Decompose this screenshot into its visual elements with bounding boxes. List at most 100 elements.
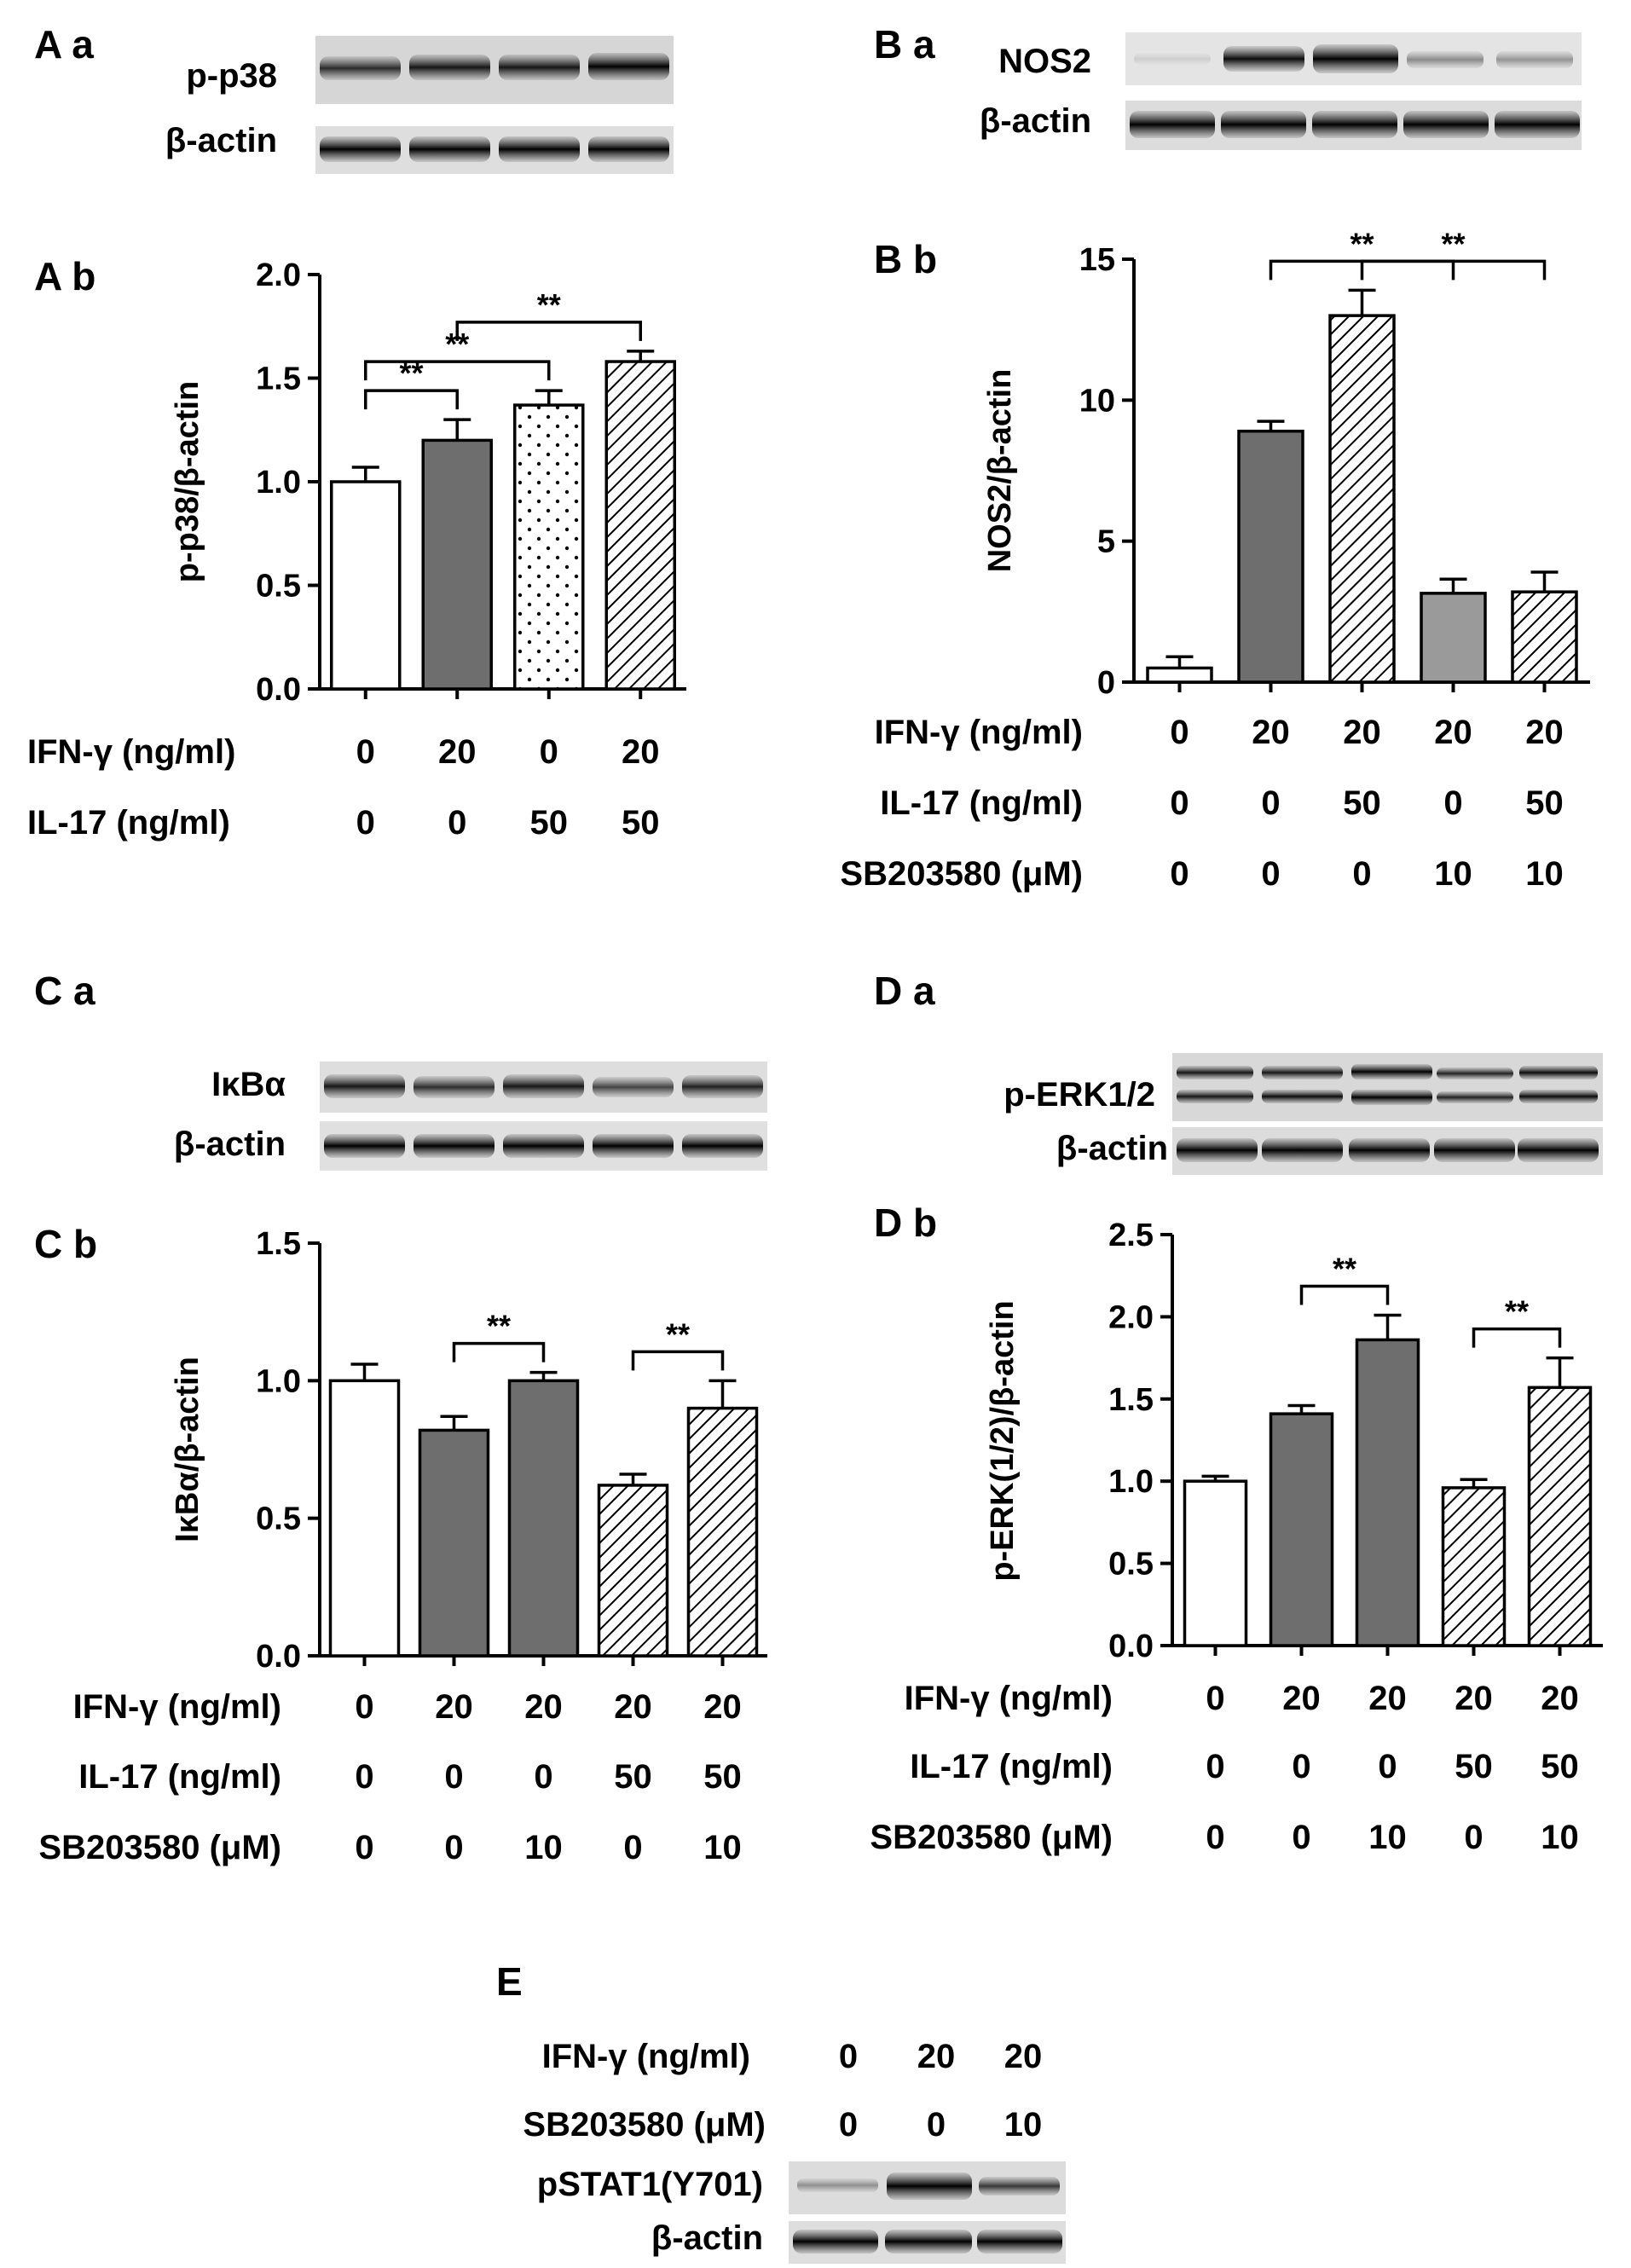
- y-tick-label: 1.5: [1108, 1382, 1154, 1418]
- panel-label-Ca: C a: [34, 969, 95, 1013]
- condition-value: 0: [1261, 855, 1280, 893]
- blot-label-ikba: IκBα: [211, 1066, 286, 1103]
- condition-value: 0: [1292, 1748, 1310, 1785]
- y-tick-label: 0.0: [1108, 1629, 1154, 1664]
- condition-value: 0: [1352, 855, 1371, 893]
- y-tick-label: 0.0: [256, 672, 301, 708]
- bar: [1328, 314, 1396, 684]
- E-condition-value: 10: [1004, 2106, 1043, 2144]
- blot-label-nos2: NOS2: [998, 43, 1091, 80]
- condition-label: SB203580 (μM): [38, 1829, 281, 1866]
- blot-D-image: [1172, 1053, 1603, 1175]
- y-axis-label: p-ERK(1/2)/β-actin: [985, 1300, 1021, 1581]
- condition-label: SB203580 (μM): [870, 1819, 1113, 1856]
- condition-value: 0: [1292, 1819, 1310, 1856]
- condition-value: 50: [1455, 1748, 1493, 1785]
- condition-value: 0: [1170, 714, 1189, 751]
- condition-value: 20: [435, 1688, 473, 1726]
- condition-value: 0: [1206, 1680, 1224, 1717]
- blot-label-p-p38: p-p38: [186, 57, 277, 95]
- condition-value: 0: [355, 1688, 373, 1726]
- condition-value: 50: [1541, 1748, 1579, 1785]
- y-tick-label: 2.5: [1108, 1218, 1154, 1253]
- chart-nos2: 0 5 10 15 NOS2/β-actin ** ** IFN-γ (ng/ml) 0 20 20…: [840, 226, 1590, 893]
- condition-label: IL-17 (ng/ml): [78, 1758, 281, 1796]
- bar: [1420, 592, 1487, 684]
- condition-value: 20: [1282, 1680, 1321, 1717]
- condition-value: 10: [1525, 855, 1564, 893]
- y-tick-label: 0.5: [1108, 1547, 1154, 1582]
- E-condition-value: 20: [917, 2038, 956, 2075]
- y-tick-label: 1.5: [256, 1226, 301, 1262]
- blot-C-image: [320, 1062, 767, 1171]
- significance-mark: **: [1441, 226, 1465, 261]
- condition-value: 0: [355, 1829, 373, 1866]
- blot-E-image: [789, 2161, 1066, 2264]
- condition-value: 50: [1343, 784, 1381, 822]
- bar: [1269, 1412, 1334, 1647]
- y-axis-label: p-p38/β-actin: [170, 381, 205, 582]
- significance-bracket: [1360, 259, 1547, 281]
- bar: [1355, 1338, 1420, 1647]
- condition-label: IFN-γ (ng/ml): [27, 733, 235, 771]
- condition-value: 20: [1541, 1680, 1579, 1717]
- bar: [597, 1484, 669, 1658]
- condition-value: 0: [444, 1758, 463, 1796]
- significance-bracket: [364, 360, 551, 381]
- y-axis-label: IκBα/β-actin: [170, 1357, 205, 1542]
- significance-bracket: [1299, 1284, 1390, 1305]
- panel-label-Da: D a: [874, 969, 935, 1013]
- chart-ikba: 0.0 0.5 1.0 1.5 IκBα/β-actin ** ** IFN-γ (ng/ml…: [38, 1226, 767, 1866]
- y-axis-label: NOS2/β-actin: [982, 369, 1018, 573]
- condition-value: 10: [524, 1829, 563, 1866]
- significance-mark: **: [1350, 226, 1374, 261]
- condition-value: 0: [1443, 784, 1462, 822]
- blot-label-p-erk: p-ERK1/2: [1003, 1076, 1155, 1114]
- condition-value: 20: [438, 733, 477, 771]
- y-tick-label: 2.0: [256, 257, 301, 293]
- condition-value: 20: [1434, 714, 1472, 751]
- panel-label-Cb: C b: [34, 1222, 97, 1266]
- significance-bracket: [364, 389, 459, 410]
- bar: [1527, 1386, 1593, 1647]
- y-tick-label: 0.5: [256, 1501, 301, 1537]
- blot-label-beta-actin: β-actin: [980, 102, 1091, 140]
- chart-p-p38: 0.00.51.01.52.0p-p38/β-actin******IFN-γ …: [27, 257, 686, 842]
- bar: [604, 360, 676, 691]
- E-condition-value: 0: [927, 2106, 946, 2144]
- E-condition-value: 0: [839, 2106, 858, 2144]
- condition-value: 20: [622, 733, 660, 771]
- bar: [686, 1406, 759, 1658]
- blot-label-beta-actin: β-actin: [1056, 1130, 1168, 1167]
- y-tick-label: 0.0: [256, 1639, 301, 1675]
- panel-label-Aa: A a: [34, 22, 94, 67]
- condition-label: IFN-γ (ng/ml): [875, 714, 1083, 751]
- E-condition-label: IFN-γ (ng/ml): [542, 2038, 750, 2075]
- blot-label-beta-actin: β-actin: [651, 2219, 763, 2257]
- bar: [1511, 590, 1578, 684]
- E-condition-value: 0: [839, 2038, 858, 2075]
- condition-value: 0: [355, 1758, 373, 1796]
- condition-value: 0: [1378, 1748, 1397, 1785]
- significance-bracket: [452, 1341, 546, 1363]
- bar: [1441, 1486, 1507, 1647]
- condition-value: 50: [703, 1758, 742, 1796]
- panel-label-E: E: [496, 1959, 523, 2004]
- condition-value: 20: [524, 1688, 563, 1726]
- significance-mark: **: [1505, 1294, 1529, 1329]
- condition-value: 20: [703, 1688, 742, 1726]
- y-tick-label: 1.0: [1108, 1464, 1154, 1500]
- condition-value: 10: [1368, 1819, 1407, 1856]
- condition-value: 20: [1252, 714, 1290, 751]
- significance-mark: **: [1333, 1251, 1356, 1286]
- significance-mark: **: [537, 287, 561, 322]
- E-condition-label: SB203580 (μM): [523, 2106, 766, 2144]
- bar: [1146, 666, 1213, 684]
- condition-label: IFN-γ (ng/ml): [73, 1688, 281, 1726]
- bar: [421, 438, 493, 691]
- condition-value: 0: [1261, 784, 1280, 822]
- bar: [1237, 429, 1304, 684]
- condition-value: 0: [534, 1758, 552, 1796]
- condition-value: 0: [444, 1829, 463, 1866]
- bar: [507, 1379, 580, 1658]
